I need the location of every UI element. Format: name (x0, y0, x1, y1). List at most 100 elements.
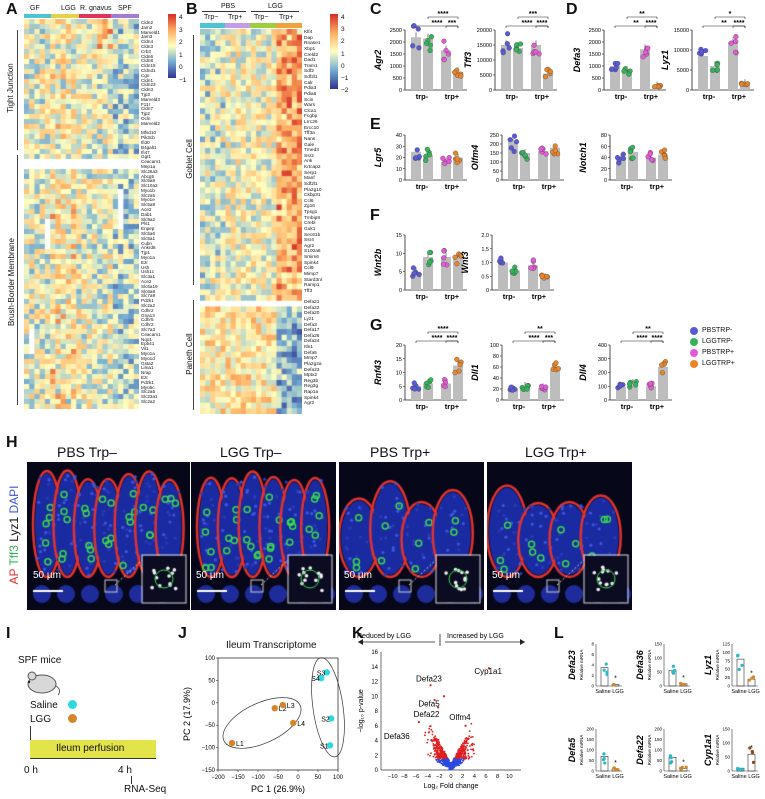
vol-ytick: 16 (371, 650, 378, 656)
subgroup-pbs-trp-plus: Trp+ (228, 14, 243, 21)
dot-defa3-0 (615, 60, 621, 67)
ylabel-dll1: Dll1 (470, 364, 480, 381)
l-ytick: 75 (725, 658, 731, 663)
l-ylabel: Relative mRNA (579, 735, 584, 766)
pca-plot: −200 −150 −100 −50 0 50 100−150−100−50050100PC… (182, 656, 345, 794)
vol-point (436, 743, 439, 746)
bar-tff3-1 (513, 48, 523, 90)
l-xcat-saline: Saline (595, 774, 610, 780)
time-4h: 4 h (118, 765, 132, 776)
bb-bracket (9, 155, 19, 405)
l-sig: * (682, 675, 685, 682)
dot-olfm4-0 (511, 133, 518, 139)
vol-point (442, 695, 446, 698)
l-ytick: 50 (725, 755, 731, 760)
pca-xtick: −100 (251, 775, 265, 781)
ytick-agr2: 500 (393, 76, 402, 82)
vol-point (441, 757, 444, 760)
dot-agr2-2 (441, 57, 447, 63)
ytick-wnt2b: 10 (396, 251, 402, 257)
vol-point (460, 754, 463, 757)
vol-point (455, 758, 457, 761)
vol-point (462, 746, 465, 749)
dot-wnt2b-3 (458, 253, 464, 259)
bar-lyz1-1 (710, 66, 720, 90)
dot-wnt2b-2 (441, 255, 447, 261)
ytick-notch1: 0 (604, 178, 607, 184)
bar-agr2-3 (453, 72, 463, 90)
vol-point (430, 728, 433, 731)
pca-ytick: 100 (205, 656, 216, 662)
micro-title-3: PBS Trp+ (370, 444, 431, 460)
ytick-wnt2b: 0 (399, 288, 402, 294)
ylabel-lgr5: Lgr5 (373, 147, 383, 167)
ytick-dll1: 0 (496, 398, 499, 404)
sig-dll1: ** (537, 326, 543, 333)
label-ap: AP (7, 568, 21, 585)
dot-wnt3-1 (509, 268, 515, 274)
ytick-lyz1: 5000 (677, 68, 689, 74)
dot-lgr5-0 (414, 147, 420, 153)
l-xcat-lgg: LGG (612, 689, 624, 695)
lgg-label: LGG (30, 714, 52, 725)
ytick-tff3: 20000 (477, 28, 492, 34)
ytick-dll4: 400 (598, 343, 607, 349)
vol-point (460, 756, 463, 759)
bar-wnt3-1 (510, 270, 520, 290)
dot-olfm4-0 (507, 137, 513, 143)
ytick-dll1: 80 (493, 354, 499, 360)
ytick-dll1: 40 (493, 376, 499, 382)
vol-point (438, 758, 441, 761)
vol-point (463, 740, 466, 742)
micrograph-pbs-trp-minus (27, 462, 190, 610)
pca-label-S4: S4 (311, 676, 320, 683)
vol-point (435, 753, 438, 755)
l-ytick: 150 (722, 727, 730, 732)
vol-point (438, 761, 441, 763)
bar-notch1-0 (616, 157, 626, 180)
panel-label-g: G (370, 317, 383, 334)
l-ytick: 0 (659, 684, 662, 689)
ytick-agr2: 1500 (390, 52, 402, 58)
xcat-trp-minus: trp- (513, 402, 526, 411)
vol-point (457, 758, 460, 761)
vol-ytick: 6 (375, 724, 379, 730)
vol-point (464, 746, 467, 749)
l-dot (671, 671, 676, 675)
ytick-notch1: 20 (601, 167, 607, 173)
pca-title: Ileum Transcriptome (226, 640, 317, 651)
xcat-trp-plus: trp+ (542, 402, 557, 411)
pca-label-S2: S2 (321, 716, 330, 723)
vol-point (441, 762, 444, 765)
ylabel-rnf43: Rnf43 (373, 360, 383, 385)
dot-agr2-3 (452, 69, 458, 75)
vol-point (470, 722, 473, 725)
pca-xtick: −200 (211, 775, 225, 781)
dot-wnt3-3 (539, 273, 545, 279)
sig-dll4: ** (645, 326, 651, 333)
dot-agr2-1 (428, 34, 434, 40)
panel-label-c: C (370, 1, 382, 18)
l-ytick: 200 (586, 727, 594, 732)
dot-lyz1-2 (733, 38, 739, 45)
pca-xtick: 100 (333, 775, 344, 781)
ytick-lgr5: 40 (396, 133, 402, 139)
ytick-defa3: 2500 (589, 28, 601, 34)
vol-point (438, 757, 441, 760)
bar-wnt2b-2 (441, 257, 451, 290)
l-dot (671, 664, 675, 668)
dot-lgr5-1 (424, 146, 430, 152)
ytick-defa3: 1000 (589, 64, 601, 70)
gene-label-defa36: Defa36 (384, 732, 410, 741)
vol-point (440, 755, 442, 758)
scale-bar-label-4: 50 µm (492, 570, 520, 581)
dot-rnf43-3 (457, 362, 463, 368)
vol-point (438, 755, 440, 758)
sig-lyz1: * (729, 11, 732, 18)
ylabel-defa3: Defa3 (572, 48, 582, 73)
l-dot (602, 668, 606, 672)
dot-defa3-0 (609, 66, 615, 72)
group-lgg: LGG (61, 5, 76, 12)
ytick-agr2: 0 (399, 88, 402, 94)
